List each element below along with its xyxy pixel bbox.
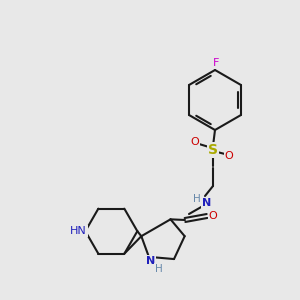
Text: H: H: [193, 194, 201, 204]
Text: O: O: [190, 137, 200, 147]
Text: H: H: [155, 264, 163, 274]
Text: HN: HN: [70, 226, 87, 236]
Text: F: F: [213, 58, 219, 68]
Text: S: S: [208, 143, 218, 157]
Text: O: O: [208, 211, 217, 221]
Text: N: N: [146, 256, 155, 266]
Text: O: O: [225, 151, 233, 161]
Text: N: N: [202, 198, 211, 208]
